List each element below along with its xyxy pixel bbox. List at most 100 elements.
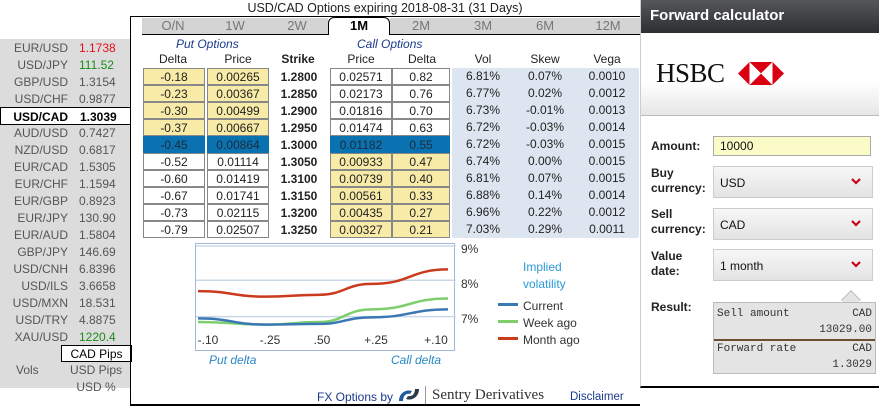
rate-row-usd-jpy[interactable]: USD/JPY 111.52 [0, 56, 130, 74]
cell-call-price[interactable]: 0.02571 [330, 68, 392, 85]
cell-strike: 1.3200 [280, 206, 318, 220]
rate-row-eur-gbp[interactable]: EUR/GBP 0.8923 [0, 192, 130, 210]
legend-swatch [498, 320, 518, 324]
rate-value: 146.69 [79, 245, 116, 259]
legend-swatch [498, 337, 518, 341]
cell-call-delta: 0.27 [392, 204, 450, 221]
tab-1w[interactable]: 1W [204, 18, 266, 35]
cell-put-price[interactable]: 0.00367 [207, 85, 269, 102]
rate-row-usd-mxn[interactable]: USD/MXN 18.531 [0, 294, 130, 312]
tab-2w[interactable]: 2W [266, 18, 328, 35]
sentry-brand[interactable]: Sentry Derivatives [432, 387, 545, 403]
cell-skew: 0.22% [514, 204, 576, 221]
tab-on[interactable]: O/N [142, 18, 204, 35]
cell-skew: 0.07% [514, 170, 576, 187]
rate-row-usd-try[interactable]: USD/TRY 4.8875 [0, 311, 130, 329]
rate-value: 1.5305 [79, 160, 116, 174]
rate-row-xau-usd[interactable]: XAU/USD 1220.4 [0, 328, 130, 346]
tab-2m[interactable]: 2M [390, 18, 452, 35]
cell-put-price[interactable]: 0.01741 [207, 187, 269, 204]
chart-title: Implied volatility [523, 259, 573, 293]
cell-call-price[interactable]: 0.00561 [330, 187, 392, 204]
cell-call-price[interactable]: 0.00435 [330, 204, 392, 221]
chart-title-text: Implied volatility [523, 260, 566, 291]
cell-call-price[interactable]: 0.01182 [330, 136, 392, 153]
rate-row-usd-cad[interactable]: USD/CAD 1.3039 [0, 107, 131, 125]
rate-row-usd-cnh[interactable]: USD/CNH 6.8396 [0, 260, 130, 278]
cell-put-price[interactable]: 0.02507 [207, 221, 269, 238]
rate-value: 4.8875 [79, 313, 116, 327]
legend-label: Month ago [523, 333, 580, 347]
rate-value: 1.3039 [80, 110, 117, 124]
cell-call-delta: 0.63 [392, 119, 450, 136]
rate-row-aud-usd[interactable]: AUD/USD 0.7427 [0, 124, 130, 142]
put-delta-label: Put delta [209, 353, 257, 367]
cell-call-price[interactable]: 0.00739 [330, 170, 392, 187]
y-tick-label: 8% [461, 277, 479, 291]
x-tick-label: .50 [314, 333, 331, 347]
cell-put-price[interactable]: 0.00265 [207, 68, 269, 85]
chevron-down-icon [851, 220, 861, 227]
sell-amount-label: Sell amount [717, 308, 790, 320]
cell-skew: 0.14% [514, 187, 576, 204]
result-box: Sell amount CAD 13029.00 Forward rate CA… [713, 302, 876, 374]
rate-row-eur-cad[interactable]: EUR/CAD 1.5305 [0, 158, 130, 176]
buy-currency-select[interactable]: USD [713, 166, 873, 198]
sell-currency-select[interactable]: CAD [713, 208, 873, 240]
unit-option-usd-pips[interactable]: USD Pips [69, 363, 122, 377]
rate-row-gbp-usd[interactable]: GBP/USD 1.3154 [0, 73, 130, 91]
rate-value: 1.1738 [79, 41, 116, 55]
cell-call-price[interactable]: 0.00327 [330, 221, 392, 238]
currency-pair: EUR/GBP [13, 194, 68, 208]
header-put-delta: Delta [158, 52, 187, 66]
value-date-select[interactable]: 1 month [713, 249, 873, 281]
cell-put-price[interactable]: 0.01419 [207, 170, 269, 187]
cell-put-delta: -0.23 [143, 85, 205, 102]
cell-put-price[interactable]: 0.00499 [207, 102, 269, 119]
cell-call-price[interactable]: 0.02173 [330, 85, 392, 102]
cell-call-price[interactable]: 0.01474 [330, 119, 392, 136]
cell-skew: 0.00% [514, 153, 576, 170]
amount-input[interactable]: 10000 [713, 136, 871, 156]
rate-row-eur-jpy[interactable]: EUR/JPY 130.90 [0, 209, 130, 227]
rate-row-usd-chf[interactable]: USD/CHF 0.9877 [0, 90, 130, 108]
vol-chart: -.10 -.25 .50 +.25 +.10 [195, 243, 456, 351]
tab-6m[interactable]: 6M [514, 18, 576, 35]
rate-value: 1.5804 [79, 228, 116, 242]
cell-put-price[interactable]: 0.01114 [207, 153, 269, 170]
rate-row-eur-usd[interactable]: EUR/USD 1.1738 [0, 39, 130, 57]
rate-row-nzd-usd[interactable]: NZD/USD 0.6817 [0, 141, 130, 159]
cell-put-price[interactable]: 0.02115 [207, 204, 269, 221]
tab-12m[interactable]: 12M [576, 18, 640, 35]
value-date-value: 1 month [720, 259, 764, 273]
tab-1m[interactable]: 1M [328, 17, 390, 35]
rate-row-eur-chf[interactable]: EUR/CHF 1.1594 [0, 175, 130, 193]
currency-pair: USD/CNH [13, 262, 68, 276]
unit-option-cad-pips[interactable]: CAD Pips [61, 345, 132, 362]
cell-strike: 1.2800 [280, 70, 318, 84]
rate-row-usd-ils[interactable]: USD/ILS 3.6658 [0, 277, 130, 295]
y-tick-label: 7% [461, 312, 479, 326]
cell-skew: 0.07% [514, 68, 576, 85]
currency-pair: GBP/JPY [17, 245, 68, 259]
cell-put-price[interactable]: 0.00864 [207, 136, 269, 153]
rate-value: 1.3154 [79, 75, 116, 89]
cell-vega: 0.0014 [576, 187, 638, 204]
cell-put-delta: -0.60 [143, 170, 205, 187]
cell-call-price[interactable]: 0.00933 [330, 153, 392, 170]
currency-pair: USD/CHF [14, 92, 68, 106]
cell-strike: 1.2850 [280, 87, 318, 101]
cell-vega: 0.0013 [576, 102, 638, 119]
disclaimer-link[interactable]: Disclaimer [570, 391, 624, 403]
unit-option-usd[interactable]: USD % [76, 380, 116, 394]
header-skew: Skew [530, 52, 560, 66]
rate-row-eur-aud[interactable]: EUR/AUD 1.5804 [0, 226, 130, 244]
tab-3m[interactable]: 3M [452, 18, 514, 35]
rates-panel: EUR/USD 1.1738 USD/JPY 111.52 GBP/USD 1.3154 U… [0, 39, 132, 394]
cell-put-delta: -0.45 [143, 136, 205, 153]
rate-row-gbp-jpy[interactable]: GBP/JPY 146.69 [0, 243, 130, 261]
cell-call-delta: 0.40 [392, 170, 450, 187]
cell-put-price[interactable]: 0.00667 [207, 119, 269, 136]
cell-call-price[interactable]: 0.01816 [330, 102, 392, 119]
chevron-down-icon [851, 261, 861, 268]
